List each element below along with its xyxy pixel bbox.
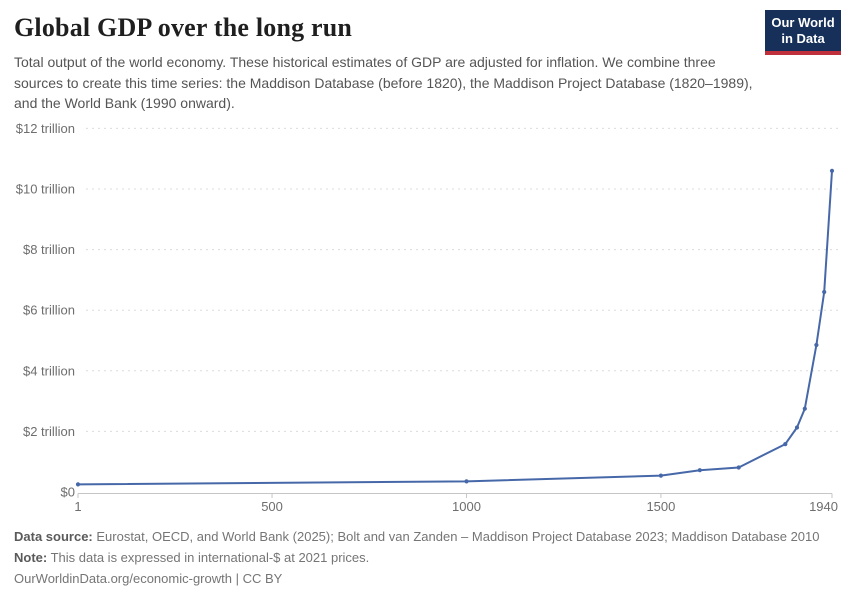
note-line: Note: This data is expressed in internat… xyxy=(14,547,834,568)
data-point-marker xyxy=(829,168,835,173)
data-point-marker xyxy=(783,442,788,447)
data-source-line: Data source: Eurostat, OECD, and World B… xyxy=(14,526,834,547)
data-point-marker xyxy=(464,479,469,484)
footer-separator: | xyxy=(231,571,243,586)
x-tick-label: 1000 xyxy=(452,499,481,514)
owid-logo-line2: in Data xyxy=(781,31,825,46)
note-label: Note: xyxy=(14,550,48,565)
data-point-marker xyxy=(802,406,807,411)
x-tick-label: 1940 xyxy=(809,499,838,514)
data-point-marker xyxy=(697,468,702,473)
chart-title: Global GDP over the long run xyxy=(14,13,353,42)
data-point-marker xyxy=(794,425,800,430)
y-tick-label: $10 trillion xyxy=(16,182,75,197)
y-tick-label: $4 trillion xyxy=(23,363,75,378)
x-tick-label: 500 xyxy=(261,499,283,514)
footer-links-line: OurWorldinData.org/economic-growth | CC … xyxy=(14,568,834,589)
chart-subtitle: Total output of the world economy. These… xyxy=(14,54,753,111)
chart-line-world xyxy=(77,169,833,486)
y-tick-label: $6 trillion xyxy=(23,303,75,318)
owid-logo-line1: Our World xyxy=(771,15,835,30)
data-source-text: Eurostat, OECD, and World Bank (2025); B… xyxy=(92,529,820,544)
x-tick-label: 1 xyxy=(74,499,81,514)
data-point-marker xyxy=(75,482,81,487)
license-link[interactable]: CC BY xyxy=(242,571,283,586)
x-tick-label: 1500 xyxy=(646,499,675,514)
data-point-marker xyxy=(814,342,819,348)
y-tick-label: $12 trillion xyxy=(16,121,75,136)
data-source-label: Data source: xyxy=(14,529,93,544)
owid-logo[interactable]: Our World in Data xyxy=(765,10,841,55)
y-tick-label: $0 xyxy=(61,485,75,500)
y-tick-label: $8 trillion xyxy=(23,242,75,257)
owid-url-link[interactable]: OurWorldinData.org/economic-growth xyxy=(14,571,232,586)
chart-footer: Data source: Eurostat, OECD, and World B… xyxy=(14,526,834,589)
note-text: This data is expressed in international-… xyxy=(47,550,370,565)
gdp-line-chart: $0 $2 trillion $4 trillion $6 trillion $8 tr… xyxy=(16,121,838,514)
data-point-marker xyxy=(822,289,827,295)
data-point-marker xyxy=(658,473,664,478)
y-tick-label: $2 trillion xyxy=(23,424,75,439)
data-point-marker xyxy=(736,465,741,470)
